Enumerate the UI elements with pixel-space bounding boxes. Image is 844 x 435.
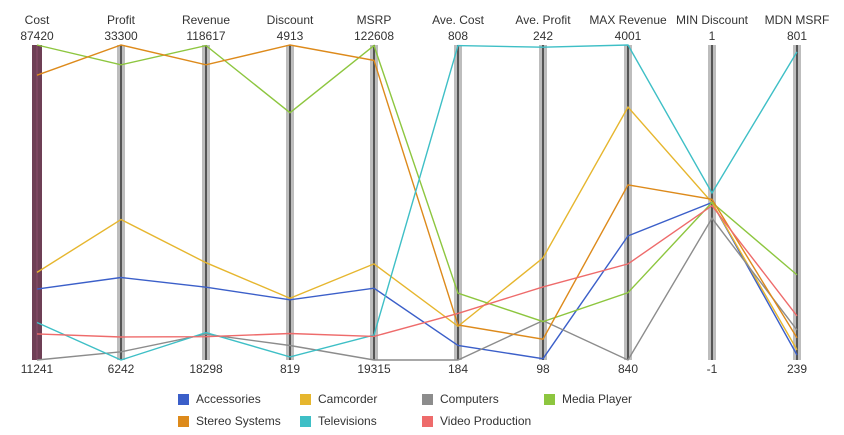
legend-swatch-video-production [422, 415, 433, 427]
legend-item-media-player[interactable]: Media Player [544, 392, 632, 406]
axis-min-label-ave-cost: 184 [448, 362, 468, 376]
axis-title-discount: Discount [267, 13, 314, 27]
axis-max-label-discount: 4913 [277, 29, 304, 43]
axis-min-label-max-revenue: 840 [618, 362, 638, 376]
axis-min-label-cost: 11241 [21, 362, 54, 376]
axis-title-mdn-msrf: MDN MSRF [765, 13, 830, 27]
axis-max-label-profit: 33300 [104, 29, 138, 43]
series-line-media-player[interactable] [36, 44, 798, 323]
axis-min-label-revenue: 18298 [189, 362, 223, 376]
legend-item-televisions[interactable]: Televisions [300, 414, 377, 428]
legend-label-accessories: Accessories [196, 392, 261, 406]
axis-min-label-msrp: 19315 [357, 362, 391, 376]
axis-min-label-mdn-msrf: 239 [787, 362, 807, 376]
legend-label-camcorder: Camcorder [318, 392, 378, 406]
axis-max-label-mdn-msrf: 801 [787, 29, 807, 43]
legend-swatch-accessories [178, 393, 189, 405]
axis-max-label-ave-profit: 242 [533, 29, 553, 43]
axis-title-min-discount: MIN Discount [676, 13, 749, 27]
legend-label-televisions: Televisions [318, 414, 377, 428]
axis-max-label-revenue: 118617 [186, 29, 225, 43]
axis-max-label-min-discount: 1 [709, 29, 716, 43]
legend-item-stereo-systems[interactable]: Stereo Systems [178, 414, 281, 428]
legend-swatch-computers [422, 393, 433, 405]
series-line-video-production[interactable] [36, 204, 798, 338]
parallel-coordinates-chart: Cost 87420 11241 Profit 33300 6242 Revenue 1186… [20, 13, 829, 376]
axis-title-ave-cost: Ave. Cost [432, 13, 484, 27]
legend-label-computers: Computers [440, 392, 499, 406]
axis-max-label-cost: 87420 [20, 29, 54, 43]
series-line-televisions[interactable] [36, 44, 798, 361]
legend-swatch-camcorder [300, 393, 311, 405]
legend-label-media-player: Media Player [562, 392, 633, 406]
axis-max-label-max-revenue: 4001 [615, 29, 642, 43]
series-line-camcorder[interactable] [36, 105, 798, 351]
series-line-computers[interactable] [36, 217, 798, 361]
legend-item-accessories[interactable]: Accessories [178, 392, 261, 406]
axes-layer [32, 45, 801, 360]
axis-min-label-min-discount: -1 [707, 362, 718, 376]
axis-title-ave-profit: Ave. Profit [515, 13, 571, 27]
axis-min-label-discount: 819 [280, 362, 300, 376]
axis-title-cost: Cost [25, 13, 50, 27]
axis-title-profit: Profit [107, 13, 136, 27]
axis-title-revenue: Revenue [182, 13, 230, 27]
legend-item-computers[interactable]: Computers [422, 392, 499, 406]
legend-item-video-production[interactable]: Video Production [422, 414, 531, 428]
legend-swatch-stereo-systems [178, 415, 189, 427]
legend-label-video-production: Video Production [440, 414, 532, 428]
axis-max-label-msrp: 122608 [354, 29, 394, 43]
legend-label-stereo-systems: Stereo Systems [196, 414, 281, 428]
legend-swatch-televisions [300, 415, 311, 427]
legend-item-camcorder[interactable]: Camcorder [300, 392, 377, 406]
series-lines [36, 44, 798, 361]
axis-min-label-profit: 6242 [108, 362, 135, 376]
axis-min-label-ave-profit: 98 [536, 362, 550, 376]
axis-labels: Cost 87420 11241 Profit 33300 6242 Revenue 1186… [20, 13, 829, 376]
axis-max-label-ave-cost: 808 [448, 29, 468, 43]
legend-swatch-media-player [544, 393, 555, 405]
axis-title-max-revenue: MAX Revenue [589, 13, 667, 27]
series-line-accessories[interactable] [36, 201, 798, 360]
axis-title-msrp: MSRP [357, 13, 392, 27]
